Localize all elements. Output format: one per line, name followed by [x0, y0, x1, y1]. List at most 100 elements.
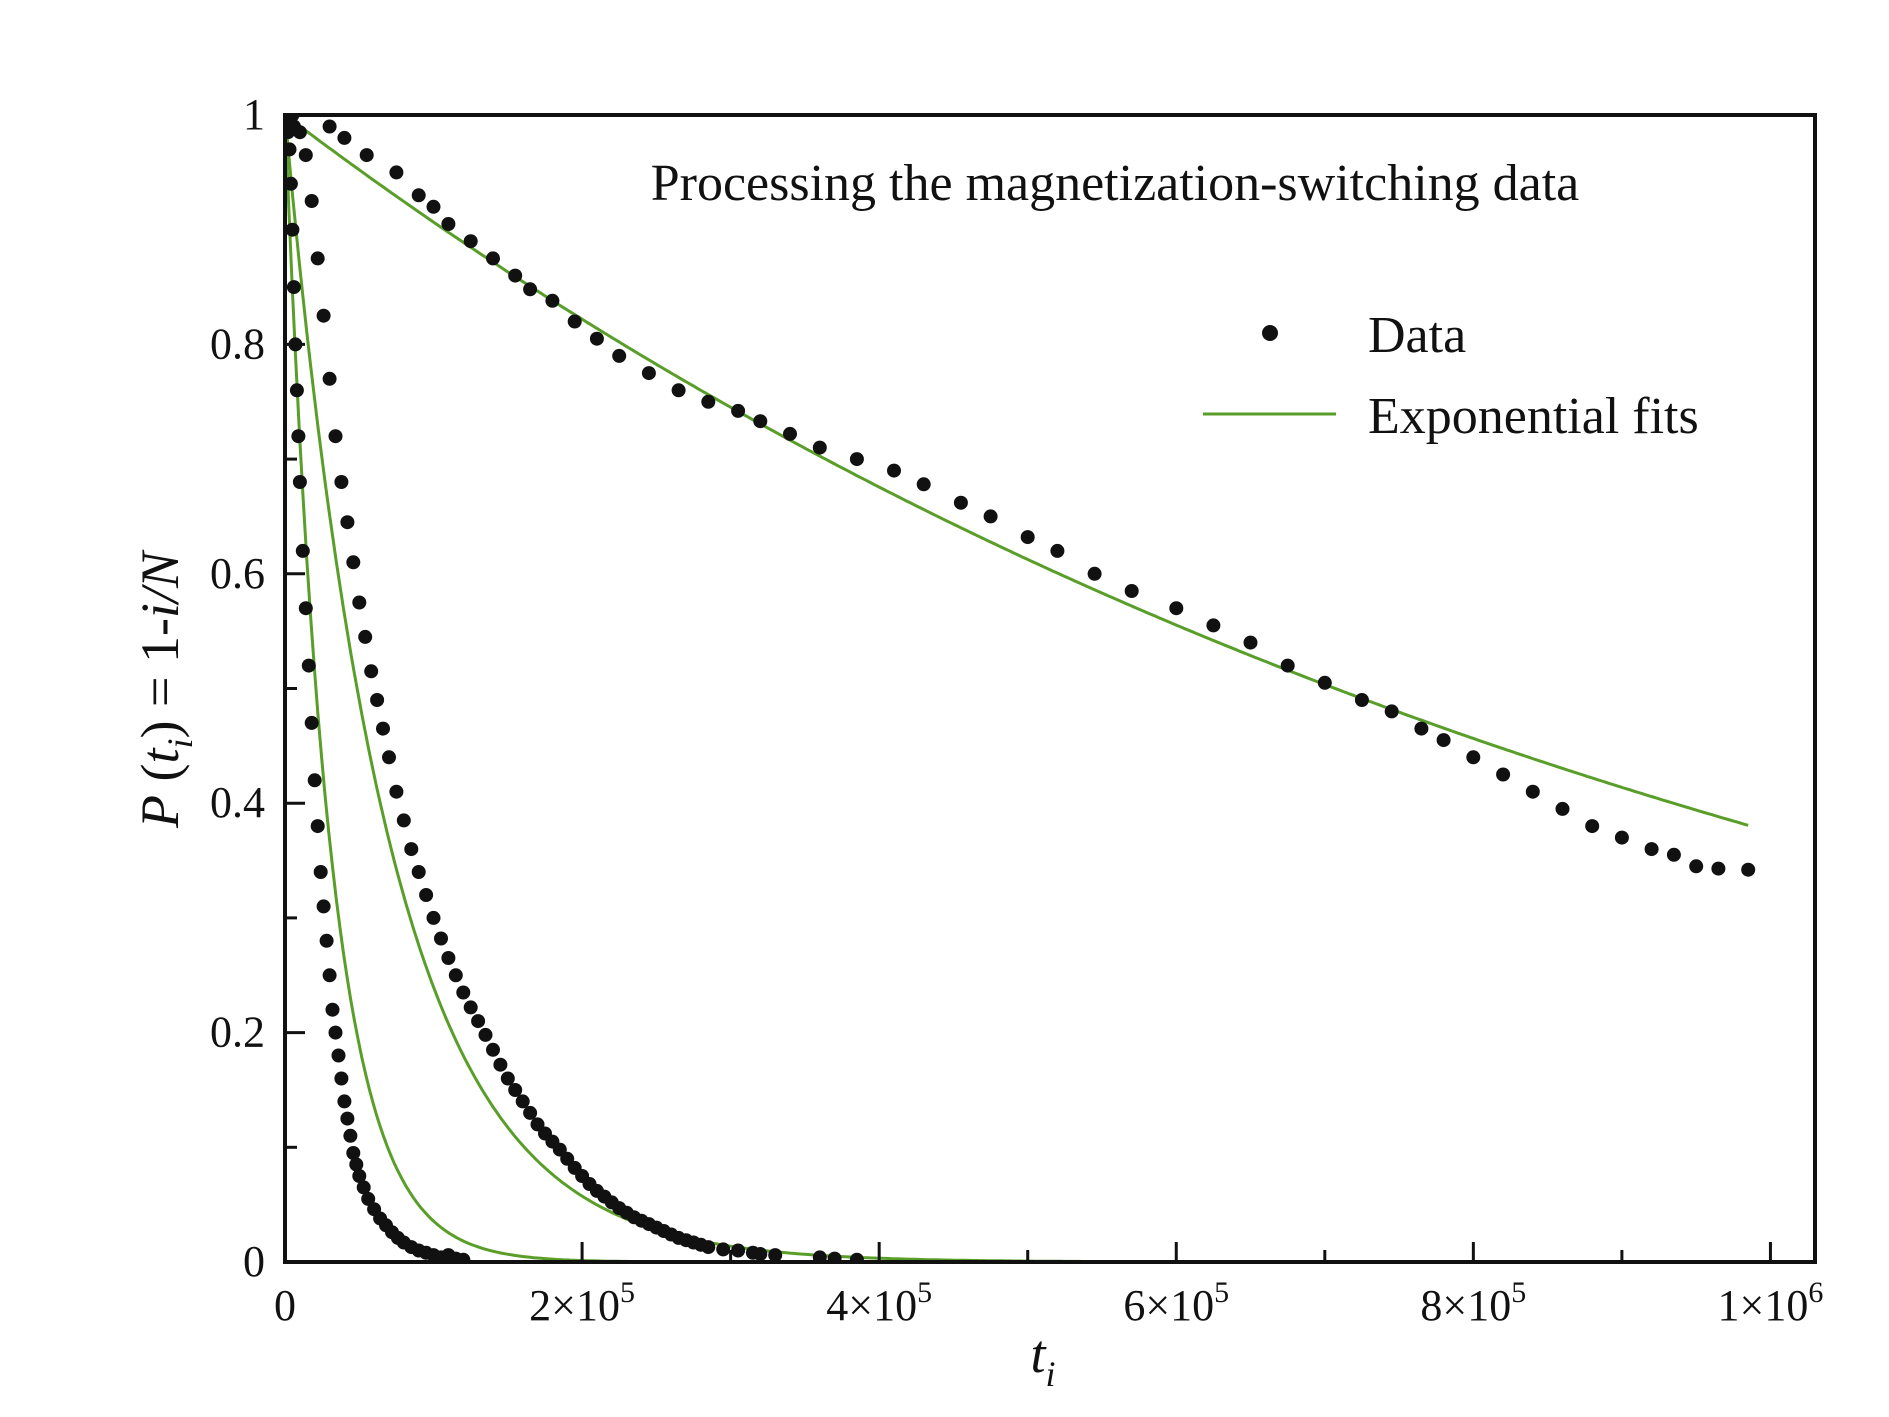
- data-point: [523, 1105, 538, 1120]
- data-point: [364, 664, 379, 679]
- x-tick-label: 0: [274, 1281, 296, 1330]
- data-point: [493, 1057, 508, 1072]
- data-point: [289, 383, 304, 398]
- data-point: [319, 933, 334, 948]
- data-point: [411, 188, 426, 203]
- data-point: [753, 1247, 768, 1261]
- data-point: [753, 414, 768, 429]
- data-point: [310, 251, 325, 266]
- data-point: [1384, 704, 1399, 719]
- data-point: [508, 268, 523, 283]
- data-point: [731, 403, 746, 418]
- data-point: [322, 119, 337, 134]
- x-axis-label-sub: i: [1046, 1354, 1056, 1394]
- data-point: [441, 217, 456, 231]
- legend-data-marker: [1262, 325, 1278, 341]
- data-point: [411, 865, 426, 879]
- data-point: [768, 1248, 783, 1262]
- data-point: [340, 1111, 355, 1126]
- y-axis-label-i: i: [130, 603, 190, 618]
- data-point: [612, 348, 627, 363]
- legend-fit-label: Exponential fits: [1368, 388, 1699, 445]
- data-point: [1741, 862, 1756, 877]
- data-point: [352, 595, 367, 610]
- data-point: [286, 280, 301, 295]
- data-point: [331, 1048, 346, 1063]
- data-point: [812, 1250, 827, 1262]
- data-point: [292, 125, 307, 140]
- y-axis-label: P (ti) = 1-i/N: [130, 549, 200, 829]
- data-point: [285, 142, 297, 157]
- data-point: [1354, 693, 1369, 707]
- data-point: [508, 1083, 523, 1097]
- data-point: [1050, 543, 1065, 558]
- data-point: [322, 968, 337, 983]
- data-point: [322, 371, 337, 386]
- data-point: [783, 426, 797, 441]
- y-tick-label: 0.8: [210, 319, 265, 368]
- data-point: [301, 658, 316, 673]
- y-axis-label-n: /N: [130, 549, 190, 606]
- data-point: [849, 452, 864, 467]
- data-point: [523, 282, 538, 297]
- data-point: [1087, 566, 1102, 581]
- x-axis-label: ti: [1030, 1324, 1055, 1394]
- data-point: [343, 1128, 358, 1143]
- data-point: [349, 1157, 364, 1172]
- data-point: [1206, 618, 1221, 633]
- y-axis-label-rest: ) = 1-: [130, 618, 190, 738]
- data-point: [478, 1027, 493, 1042]
- data-point: [827, 1251, 842, 1262]
- data-point: [1555, 801, 1570, 816]
- data-point: [1169, 601, 1184, 616]
- data-point: [328, 429, 343, 444]
- data-point: [486, 251, 500, 266]
- data-point: [1585, 819, 1600, 834]
- data-point: [316, 899, 331, 914]
- data-point: [358, 629, 373, 644]
- chart-title: Processing the magnetization-switching d…: [651, 155, 1580, 212]
- data-point: [389, 165, 404, 180]
- y-tick-label: 1: [243, 90, 265, 139]
- data-point: [389, 784, 404, 799]
- data-point: [304, 715, 319, 730]
- legend-data-label: Data: [1368, 307, 1466, 364]
- data-point: [370, 693, 385, 707]
- data-point: [849, 1252, 864, 1262]
- data-point: [716, 1242, 731, 1257]
- data-point: [456, 985, 471, 1000]
- data-point: [1317, 675, 1332, 690]
- data-point: [295, 543, 310, 558]
- data-point: [298, 148, 313, 163]
- data-point: [448, 968, 463, 983]
- data-point: [316, 308, 331, 323]
- data-point: [313, 865, 328, 879]
- data-points: [285, 115, 1756, 1262]
- data-point: [361, 1191, 376, 1206]
- data-point: [382, 750, 396, 765]
- data-point: [887, 463, 901, 478]
- data-point: [1614, 830, 1629, 845]
- data-point: [515, 1094, 530, 1109]
- data-point: [500, 1071, 515, 1086]
- y-tick-label: 0.6: [210, 549, 265, 598]
- data-point: [337, 130, 352, 145]
- data-point: [463, 1000, 478, 1015]
- data-point: [325, 1002, 340, 1017]
- data-point: [567, 314, 582, 329]
- data-point: [486, 1042, 500, 1057]
- data-point: [812, 440, 827, 455]
- data-point: [285, 176, 298, 191]
- x-tick-label: 1×106: [1718, 1276, 1824, 1330]
- data-point: [291, 429, 306, 444]
- data-point: [346, 1146, 361, 1160]
- data-point: [1243, 635, 1258, 650]
- data-point: [1436, 733, 1451, 748]
- data-point: [292, 475, 307, 489]
- data-point: [983, 509, 998, 524]
- data-point: [701, 394, 716, 409]
- data-point: [441, 951, 456, 965]
- data-point: [352, 1169, 367, 1183]
- data-point: [404, 842, 419, 857]
